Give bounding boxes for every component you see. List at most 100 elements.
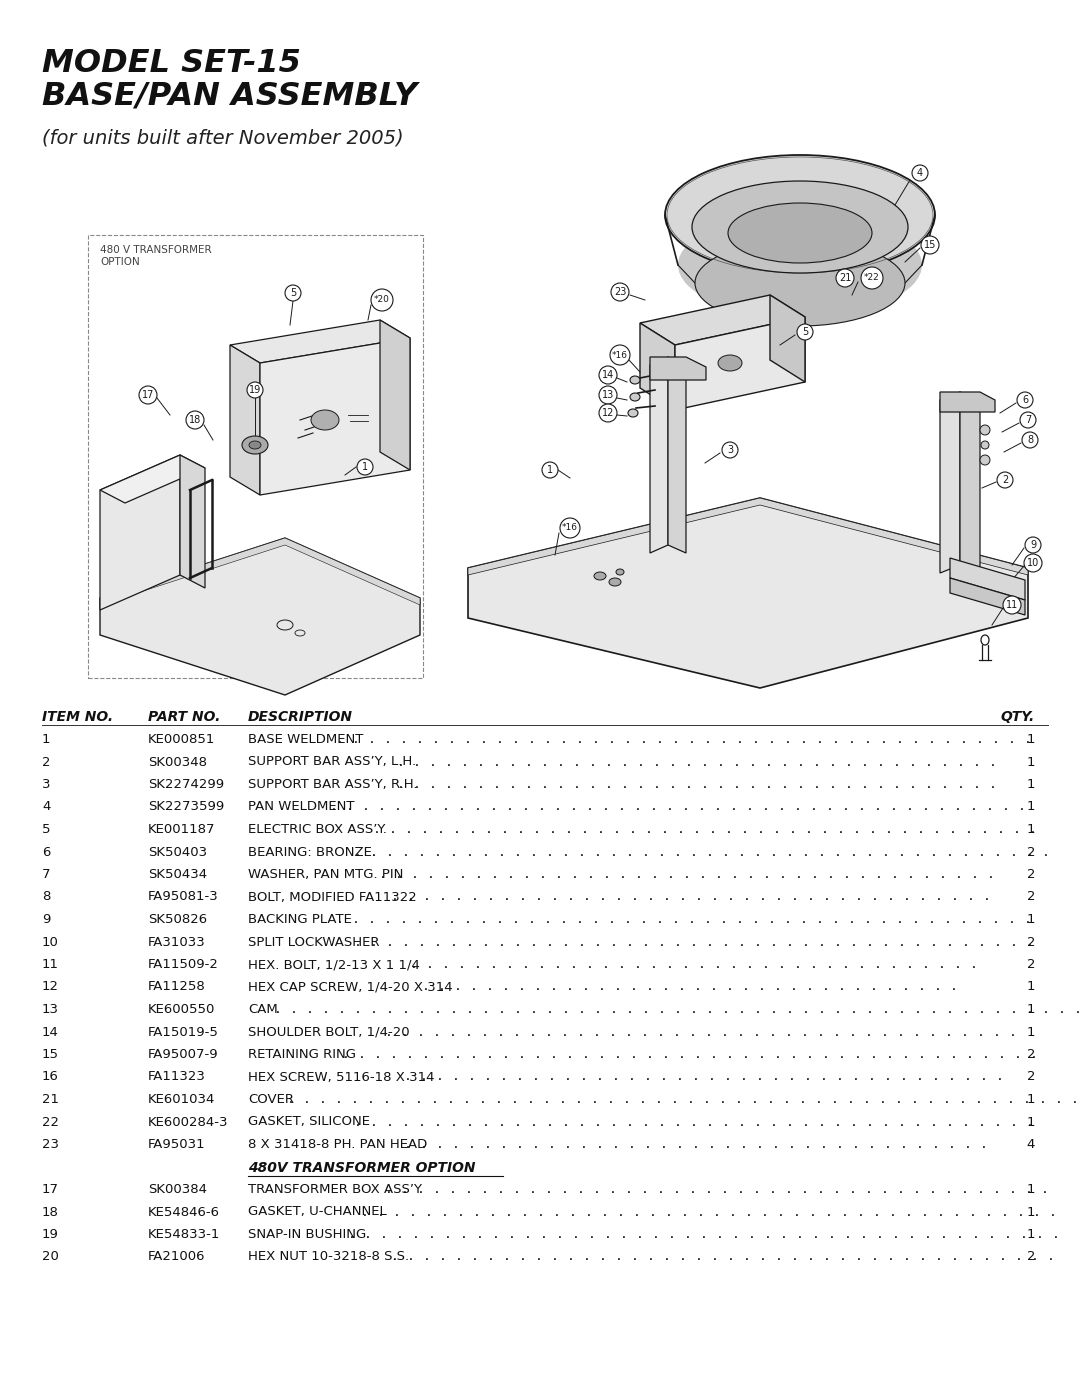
Text: SK00384: SK00384 <box>148 1183 207 1196</box>
Text: ELECTRIC BOX ASS’Y.: ELECTRIC BOX ASS’Y. <box>248 823 387 835</box>
Text: MODEL SET-15: MODEL SET-15 <box>42 47 301 80</box>
Text: 21: 21 <box>42 1092 59 1106</box>
Text: 9: 9 <box>1030 541 1036 550</box>
Text: 1: 1 <box>1026 1115 1035 1129</box>
Text: 12: 12 <box>602 408 615 418</box>
Text: 1: 1 <box>1026 778 1035 791</box>
Text: . . . . . . . . . . . . . . . . . . . . . . . . . . . . . . . . . . . . . . . . : . . . . . . . . . . . . . . . . . . . . … <box>279 1092 1080 1106</box>
Circle shape <box>723 441 738 458</box>
Text: FA15019-5: FA15019-5 <box>148 1025 219 1038</box>
Ellipse shape <box>630 376 640 384</box>
Ellipse shape <box>665 155 935 275</box>
Text: SUPPORT BAR ASS’Y, L.H.: SUPPORT BAR ASS’Y, L.H. <box>248 756 416 768</box>
Text: BEARING: BRONZE.: BEARING: BRONZE. <box>248 845 376 859</box>
Text: 5: 5 <box>801 327 808 337</box>
Text: QTY.: QTY. <box>1001 710 1035 724</box>
Text: 10: 10 <box>42 936 59 949</box>
Text: 6: 6 <box>42 845 51 859</box>
Text: PART NO.: PART NO. <box>148 710 220 724</box>
Text: . . . . . . . . . . . . . . . . . . . . . . . . . . . . . . . . . . . . . . . . : . . . . . . . . . . . . . . . . . . . . … <box>377 1183 1057 1196</box>
Text: 1: 1 <box>362 462 368 472</box>
Text: 2: 2 <box>1026 845 1035 859</box>
Polygon shape <box>180 455 205 588</box>
Text: FA95031: FA95031 <box>148 1139 205 1151</box>
Text: FA95007-9: FA95007-9 <box>148 1048 218 1060</box>
Text: 8: 8 <box>1027 434 1034 446</box>
Text: 1: 1 <box>1026 1003 1035 1016</box>
Circle shape <box>1024 555 1042 571</box>
Text: 3: 3 <box>727 446 733 455</box>
Text: . . . . . . . . . . . . . . . . . . . . . . . . . . . . . . . . . . . . . . . . : . . . . . . . . . . . . . . . . . . . . … <box>322 800 1034 813</box>
Circle shape <box>599 404 617 422</box>
Text: SHOULDER BOLT, 1/4-20: SHOULDER BOLT, 1/4-20 <box>248 1025 409 1038</box>
Circle shape <box>1003 597 1021 615</box>
Text: 2: 2 <box>1002 475 1008 485</box>
Ellipse shape <box>242 436 268 454</box>
Circle shape <box>610 345 630 365</box>
Text: BOLT, MODIFIED FA11322: BOLT, MODIFIED FA11322 <box>248 890 417 904</box>
Polygon shape <box>960 393 980 573</box>
Text: 8: 8 <box>42 890 51 904</box>
Polygon shape <box>100 455 205 503</box>
Text: 15: 15 <box>42 1048 59 1060</box>
Text: 18: 18 <box>42 1206 59 1218</box>
Text: 17: 17 <box>42 1183 59 1196</box>
Text: KE000851: KE000851 <box>148 733 215 746</box>
Text: . . . . . . . . . . . . . . . . . . . . . . . . . . . . . . . . . . . . . . .: . . . . . . . . . . . . . . . . . . . . … <box>372 868 1003 882</box>
Ellipse shape <box>981 441 989 448</box>
Text: 2: 2 <box>1026 890 1035 904</box>
Text: 4: 4 <box>917 168 923 177</box>
Text: 5: 5 <box>289 288 296 298</box>
Ellipse shape <box>311 409 339 430</box>
Polygon shape <box>260 338 410 495</box>
Text: FA21006: FA21006 <box>148 1250 205 1263</box>
Text: 7: 7 <box>42 868 51 882</box>
Text: . . . . . . . . . . . . . . . . . . . . . . . . . . . . . . . . . . . .: . . . . . . . . . . . . . . . . . . . . … <box>402 958 986 971</box>
Ellipse shape <box>609 578 621 585</box>
Text: 1: 1 <box>1026 800 1035 813</box>
Text: 2: 2 <box>1026 1070 1035 1084</box>
Text: . . . . . . . . . . . . . . . . . . . . . . . . . . . . . . . . . . . . . . . . : . . . . . . . . . . . . . . . . . . . . … <box>328 733 1040 746</box>
Circle shape <box>1022 432 1038 448</box>
Text: 12: 12 <box>42 981 59 993</box>
Text: 23: 23 <box>613 286 626 298</box>
Circle shape <box>1020 412 1036 427</box>
Text: 4: 4 <box>1027 1139 1035 1151</box>
Text: HEX SCREW, 5116-18 X 314: HEX SCREW, 5116-18 X 314 <box>248 1070 434 1084</box>
Text: FA95081-3: FA95081-3 <box>148 890 219 904</box>
Polygon shape <box>230 320 410 363</box>
Text: . . . . . . . . . . . . . . . . . . . . . . . . . . . . . . . . . . . . . . . .: . . . . . . . . . . . . . . . . . . . . … <box>377 1025 1025 1038</box>
Text: . . . . . . . . . . . . . . . . . . . . . . . . . . . . . . . . . .: . . . . . . . . . . . . . . . . . . . . … <box>414 981 966 993</box>
Text: 10: 10 <box>1027 557 1039 569</box>
Text: GASKET, U-CHANNEL: GASKET, U-CHANNEL <box>248 1206 387 1218</box>
Circle shape <box>921 236 939 254</box>
Text: 1: 1 <box>42 733 51 746</box>
Text: BASE/PAN ASSEMBLY: BASE/PAN ASSEMBLY <box>42 80 417 110</box>
Circle shape <box>861 267 883 289</box>
Text: SK50434: SK50434 <box>148 868 207 882</box>
Text: . . . . . . . . . . . . . . . . . . . . . . . . . . . . . . . . . . . . . . . . : . . . . . . . . . . . . . . . . . . . . … <box>352 1206 1065 1218</box>
Circle shape <box>611 284 629 300</box>
Text: . . . . . . . . . . . . . . . . . . . . . . . . . . . . . . . . . . . . . .: . . . . . . . . . . . . . . . . . . . . … <box>390 756 1005 768</box>
Ellipse shape <box>678 212 922 317</box>
Text: 2: 2 <box>1026 1250 1035 1263</box>
Text: FA11509-2: FA11509-2 <box>148 958 219 971</box>
Text: 5: 5 <box>42 823 51 835</box>
Circle shape <box>186 411 204 429</box>
Polygon shape <box>640 323 675 409</box>
Polygon shape <box>675 317 805 409</box>
Text: RETAINING RING: RETAINING RING <box>248 1048 356 1060</box>
Text: SK2274299: SK2274299 <box>148 778 225 791</box>
Text: . . . . . . . . . . . . . . . . . . . . . . . . . . . . . . . . . . . . . . . . : . . . . . . . . . . . . . . . . . . . . … <box>347 845 1058 859</box>
Text: KE600284-3: KE600284-3 <box>148 1115 229 1129</box>
Circle shape <box>599 366 617 384</box>
Text: SK00348: SK00348 <box>148 756 207 768</box>
Text: . . . . . . . . . . . . . . . . . . . . . . . . . . . . . . . . . . . . . . . . : . . . . . . . . . . . . . . . . . . . . … <box>334 1048 1047 1060</box>
Text: TRANSFORMER BOX ASS’Y: TRANSFORMER BOX ASS’Y <box>248 1183 422 1196</box>
Text: . . . . . . . . . . . . . . . . . . . . . . . . . . . . . . . . . . . . . . . . : . . . . . . . . . . . . . . . . . . . . … <box>383 1250 1064 1263</box>
Polygon shape <box>669 358 686 553</box>
Circle shape <box>1025 536 1041 553</box>
Text: 11: 11 <box>42 958 59 971</box>
Text: 1: 1 <box>1026 1092 1035 1106</box>
Polygon shape <box>650 358 669 553</box>
